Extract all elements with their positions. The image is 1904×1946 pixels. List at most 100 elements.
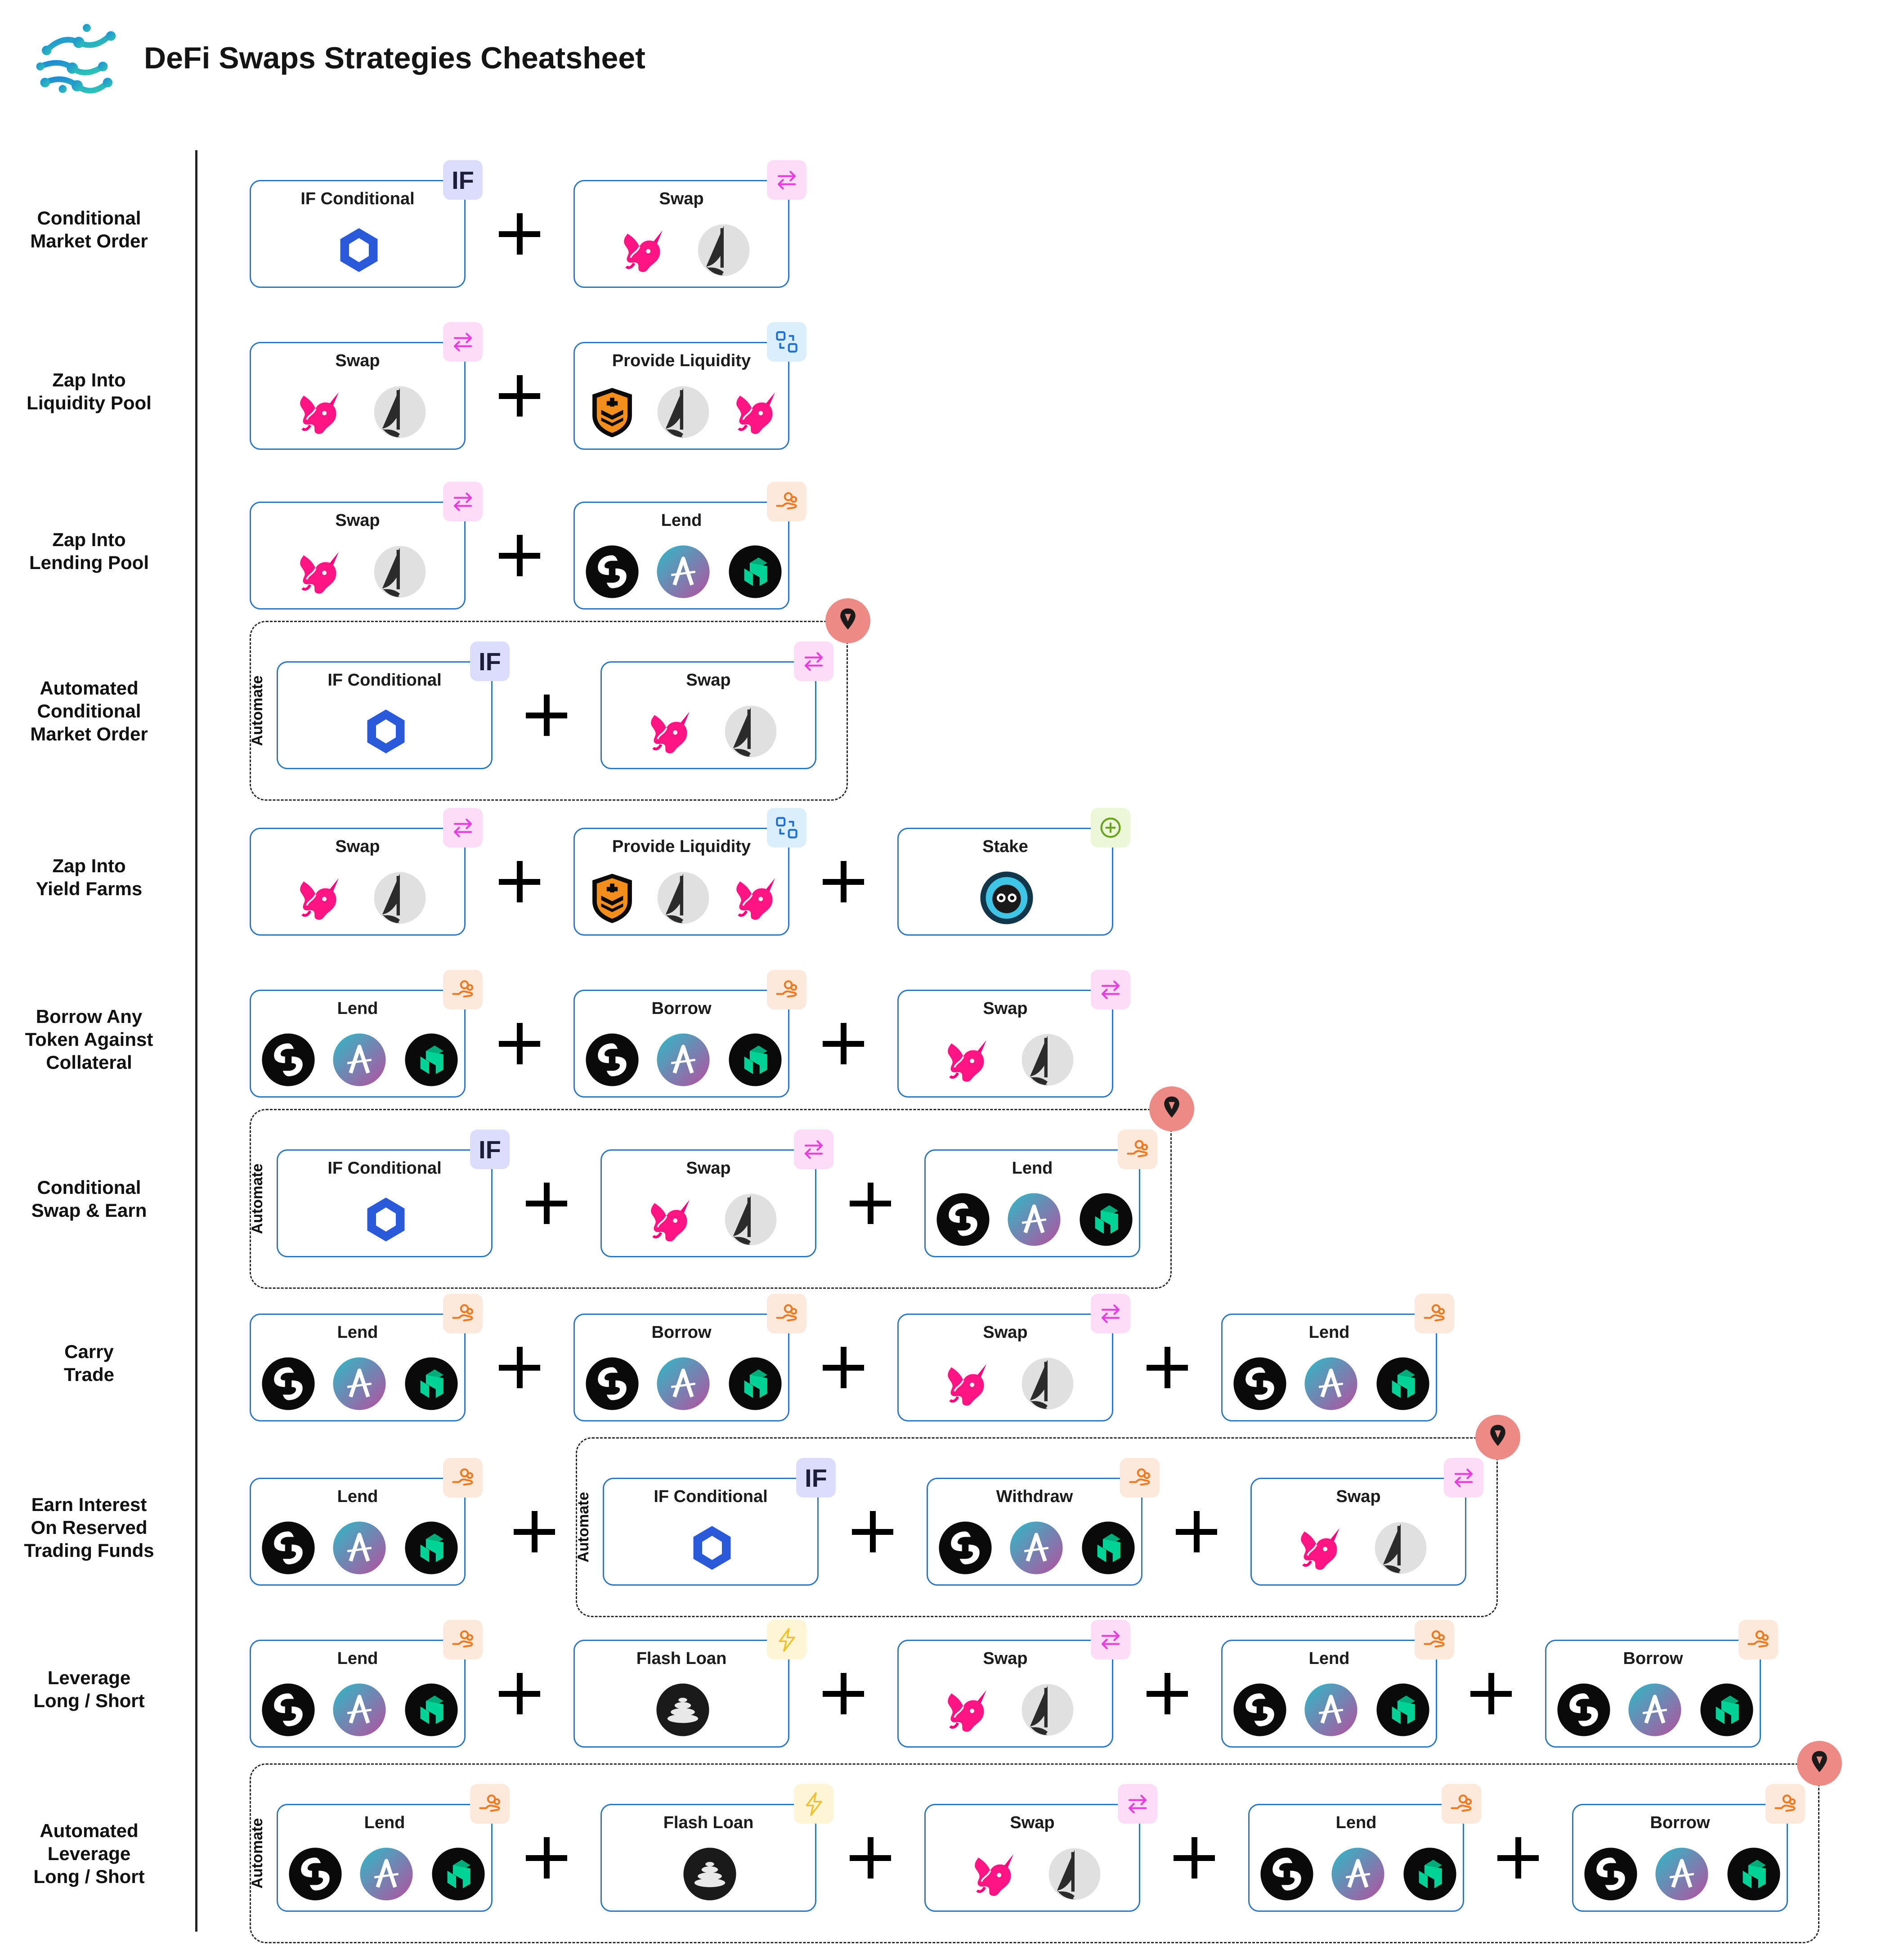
swap-icon (1101, 1630, 1120, 1650)
step-card-lend[interactable]: Lend (924, 1149, 1140, 1257)
plus-sign (497, 533, 542, 578)
step-card-title: IF Conditional (327, 1159, 442, 1178)
step-card-swap[interactable]: Swap (600, 661, 816, 769)
uniswap-icon (975, 1854, 1013, 1896)
step-card-title: Lend (1308, 1323, 1350, 1342)
lend-icon (452, 980, 474, 998)
network-brain-icon (36, 24, 116, 94)
step-card-title: IF Conditional (327, 671, 442, 690)
automation-pin-icon (1797, 1741, 1842, 1786)
step-card-swap[interactable]: Swap (1250, 1478, 1466, 1586)
flash-icon (806, 1792, 822, 1816)
curve-icon (1375, 1522, 1427, 1574)
step-card-flash[interactable]: Flash Loan (573, 1640, 789, 1748)
step-card-lend[interactable]: Lend (1221, 1640, 1437, 1748)
aave-icon (1008, 1193, 1061, 1246)
step-card-if[interactable]: IF Conditional (277, 1149, 493, 1257)
aave-icon (1331, 1847, 1384, 1901)
plus-sign (512, 1509, 557, 1554)
step-card-if[interactable]: IF Conditional (277, 661, 493, 769)
pin-glyph-icon (1812, 1751, 1827, 1772)
step-card-lend[interactable]: Lend (573, 502, 789, 610)
automation-pin-icon (825, 598, 870, 643)
step-card-borrow[interactable]: Borrow (1545, 1640, 1761, 1748)
compound-icon (1376, 1683, 1429, 1736)
swap-icon (1454, 1468, 1473, 1488)
aave-icon (333, 1033, 386, 1086)
step-card-lp[interactable]: Provide Liquidity (573, 342, 789, 450)
swap-icon (453, 818, 472, 838)
pin-glyph-icon (840, 608, 856, 630)
step-card-lend[interactable]: Lend (250, 1640, 466, 1748)
plus-sign (1145, 1671, 1190, 1716)
curve-icon (1021, 1684, 1074, 1736)
compound-icon (405, 1357, 458, 1410)
step-card-lend[interactable]: Lend (1221, 1314, 1437, 1421)
uniswap-icon (948, 1040, 986, 1082)
step-card-swap[interactable]: Swap (573, 180, 789, 288)
uniswap-icon (948, 1364, 986, 1406)
step-card-swap[interactable]: Swap (897, 1314, 1113, 1421)
uniswap-icon (300, 878, 339, 920)
step-card-lend[interactable]: Lend (250, 1314, 466, 1421)
step-card-borrow[interactable]: Borrow (1572, 1804, 1788, 1912)
compound-icon (729, 1033, 782, 1086)
lp-icon (776, 331, 797, 353)
lend-badge (1442, 1784, 1481, 1824)
uniswap-icon (651, 1200, 690, 1242)
plus-sign (524, 693, 569, 738)
plus-sign (821, 859, 866, 904)
curve-icon (374, 386, 426, 438)
step-card-swap[interactable]: Swap (600, 1149, 816, 1257)
lp-badge (767, 322, 806, 362)
step-card-flash[interactable]: Flash Loan (600, 1804, 816, 1912)
chainlink-icon (340, 228, 378, 272)
solend-icon (262, 1683, 315, 1736)
step-card-lend[interactable]: Lend (1248, 1804, 1464, 1912)
swap-badge (443, 322, 483, 362)
uniswap-icon (300, 392, 339, 434)
step-card-swap[interactable]: Swap (250, 342, 466, 450)
curve-icon (1021, 1034, 1074, 1086)
swap-badge (443, 808, 483, 847)
step-card-title: Borrow (1623, 1649, 1683, 1668)
plus-sign (497, 1345, 542, 1390)
uniswap-icon (948, 1690, 986, 1732)
step-card-borrow[interactable]: Borrow (573, 990, 789, 1098)
curve-icon (1048, 1848, 1101, 1900)
compound-icon (1080, 1193, 1133, 1246)
swap-icon (1128, 1794, 1147, 1814)
step-card-lend[interactable]: Lend (250, 990, 466, 1098)
uniswap-icon (1301, 1528, 1340, 1570)
step-card-lend[interactable]: Lend (277, 1804, 493, 1912)
solend-icon (1557, 1683, 1610, 1736)
step-card-swap[interactable]: Swap (897, 990, 1113, 1098)
step-card-swap[interactable]: Swap (924, 1804, 1140, 1912)
step-card-lp[interactable]: Provide Liquidity (573, 828, 789, 936)
step-card-swap[interactable]: Swap (897, 1640, 1113, 1748)
step-card-withdraw[interactable]: Withdraw (927, 1478, 1142, 1586)
step-card-title: Swap (686, 1159, 731, 1178)
lend-badge (1415, 1294, 1454, 1333)
step-card-title: Swap (335, 511, 380, 530)
swap-icon (804, 1140, 823, 1159)
step-card-stake[interactable]: Stake (897, 828, 1113, 936)
curve-icon (374, 546, 426, 598)
step-card-borrow[interactable]: Borrow (573, 1314, 789, 1421)
swap-badge (1091, 1294, 1130, 1333)
step-card-lend[interactable]: Lend (250, 1478, 466, 1586)
step-card-title: Provide Liquidity (612, 837, 751, 856)
step-card-if[interactable]: IF Conditional (250, 180, 466, 288)
automation-pin-icon (1475, 1415, 1520, 1460)
sushi-icon (592, 388, 632, 438)
step-card-if[interactable]: IF Conditional (603, 1478, 819, 1586)
solend-icon (262, 1033, 315, 1086)
solend-icon (1233, 1683, 1286, 1736)
row-label: Automated Leverage Long / Short (33, 1820, 145, 1887)
aave-icon (1628, 1683, 1681, 1736)
step-card-swap[interactable]: Swap (250, 828, 466, 936)
step-card-swap[interactable]: Swap (250, 502, 466, 610)
step-card-title: Borrow (651, 999, 712, 1018)
row-label: Automated Conditional Market Order (30, 677, 148, 744)
compound-icon (729, 1357, 782, 1410)
